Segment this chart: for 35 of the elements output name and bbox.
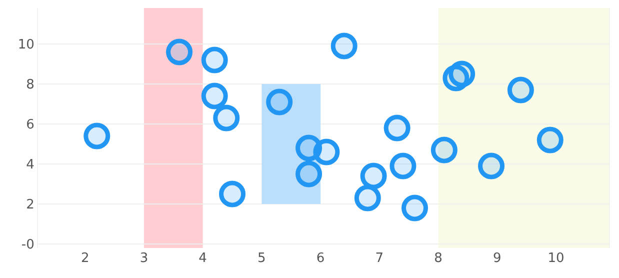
y-tick-label: 10 (18, 38, 34, 53)
y-tick-label: 4 (26, 158, 34, 173)
x-tick-label: 8 (434, 251, 442, 266)
point (360, 162, 387, 190)
y-tick-label: -0 (21, 238, 34, 253)
point (448, 60, 476, 88)
point (507, 76, 534, 104)
point (84, 122, 110, 150)
x-tick-label: 6 (316, 251, 325, 266)
x-tick-label: 3 (140, 251, 148, 266)
point (219, 180, 246, 208)
x-tick-label: 4 (198, 251, 207, 266)
x-tick-label: 7 (375, 251, 384, 266)
point (313, 138, 340, 166)
x-tick-label: 2 (80, 251, 90, 266)
point (166, 38, 193, 66)
point (430, 136, 458, 164)
point (296, 160, 322, 188)
point (201, 46, 228, 74)
point (354, 184, 381, 212)
y-tick-label: 6 (26, 118, 34, 133)
x-tick-label: 5 (258, 251, 266, 266)
x-tick-label: 10 (548, 251, 564, 266)
point (536, 126, 564, 154)
point (478, 152, 505, 180)
point (330, 32, 358, 60)
point (266, 88, 293, 116)
y-tick-label: 2 (26, 198, 34, 213)
point (213, 104, 240, 132)
point (201, 82, 228, 110)
point (402, 194, 428, 222)
x-tick-label: 9 (493, 251, 502, 266)
point (384, 114, 410, 142)
point (390, 152, 416, 180)
y-tick-label: 8 (26, 78, 34, 93)
